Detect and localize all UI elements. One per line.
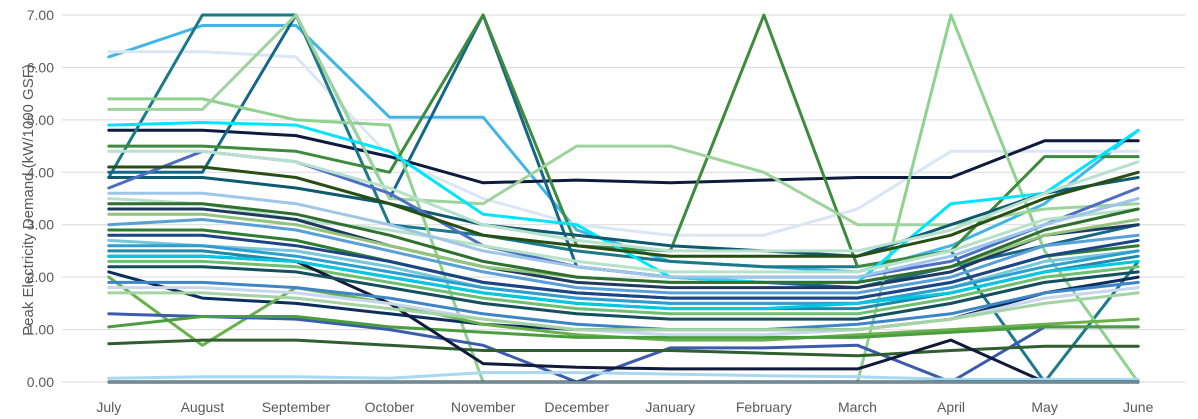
series-line-34 — [107, 280, 1140, 332]
series-line-31 — [107, 191, 1140, 279]
y-tick-label: 4.00 — [27, 164, 54, 180]
series-line-14 — [107, 218, 1140, 295]
series-line-23 — [107, 338, 1140, 358]
x-tick-label: January — [645, 399, 695, 415]
y-tick-label: 5.00 — [27, 112, 54, 128]
series-line-36 — [107, 254, 1140, 311]
y-axis-title: Peak Electricity Demand (kW/1000 GSF) — [20, 64, 37, 336]
series-line-21 — [107, 312, 1140, 384]
series-line-38 — [107, 202, 1140, 284]
series-line-35 — [107, 233, 1140, 300]
series-line-13 — [107, 207, 1140, 290]
x-tick-label: May — [1031, 399, 1057, 415]
series-line-22 — [107, 315, 1140, 339]
series-line-2 — [107, 50, 1140, 237]
x-tick-label: July — [96, 399, 121, 415]
y-tick-label: 6.00 — [27, 59, 54, 75]
x-tick-label: June — [1123, 399, 1154, 415]
series-line-7 — [107, 13, 1140, 269]
x-tick-label: September — [262, 399, 331, 415]
series-line-25 — [107, 371, 1140, 381]
series-lines — [107, 13, 1140, 384]
y-tick-label: 3.00 — [27, 217, 54, 233]
x-axis-tick-labels: July August September October November Decemb… — [96, 399, 1153, 415]
x-tick-label: February — [736, 399, 792, 415]
series-line-18 — [107, 259, 1140, 316]
y-tick-label: 1.00 — [27, 322, 54, 338]
y-tick-label: 7.00 — [27, 7, 54, 23]
y-axis-tick-labels: 0.00 1.00 2.00 3.00 4.00 5.00 6.00 7.00 — [27, 7, 54, 390]
series-line-30 — [107, 165, 1140, 258]
series-line-8 — [107, 13, 1140, 227]
series-line-10 — [107, 176, 1140, 258]
series-line-3 — [107, 128, 1140, 185]
series-line-28 — [107, 244, 1140, 305]
x-tick-label: November — [451, 399, 516, 415]
series-line-33 — [107, 149, 1140, 253]
y-tick-label: 2.00 — [27, 269, 54, 285]
series-line-37 — [107, 291, 1140, 332]
x-tick-label: April — [937, 399, 965, 415]
x-tick-label: October — [365, 399, 415, 415]
series-line-32 — [107, 265, 1140, 321]
y-tick-label: 0.00 — [27, 374, 54, 390]
x-tick-label: March — [838, 399, 877, 415]
x-tick-label: December — [544, 399, 609, 415]
x-tick-label: August — [181, 399, 225, 415]
